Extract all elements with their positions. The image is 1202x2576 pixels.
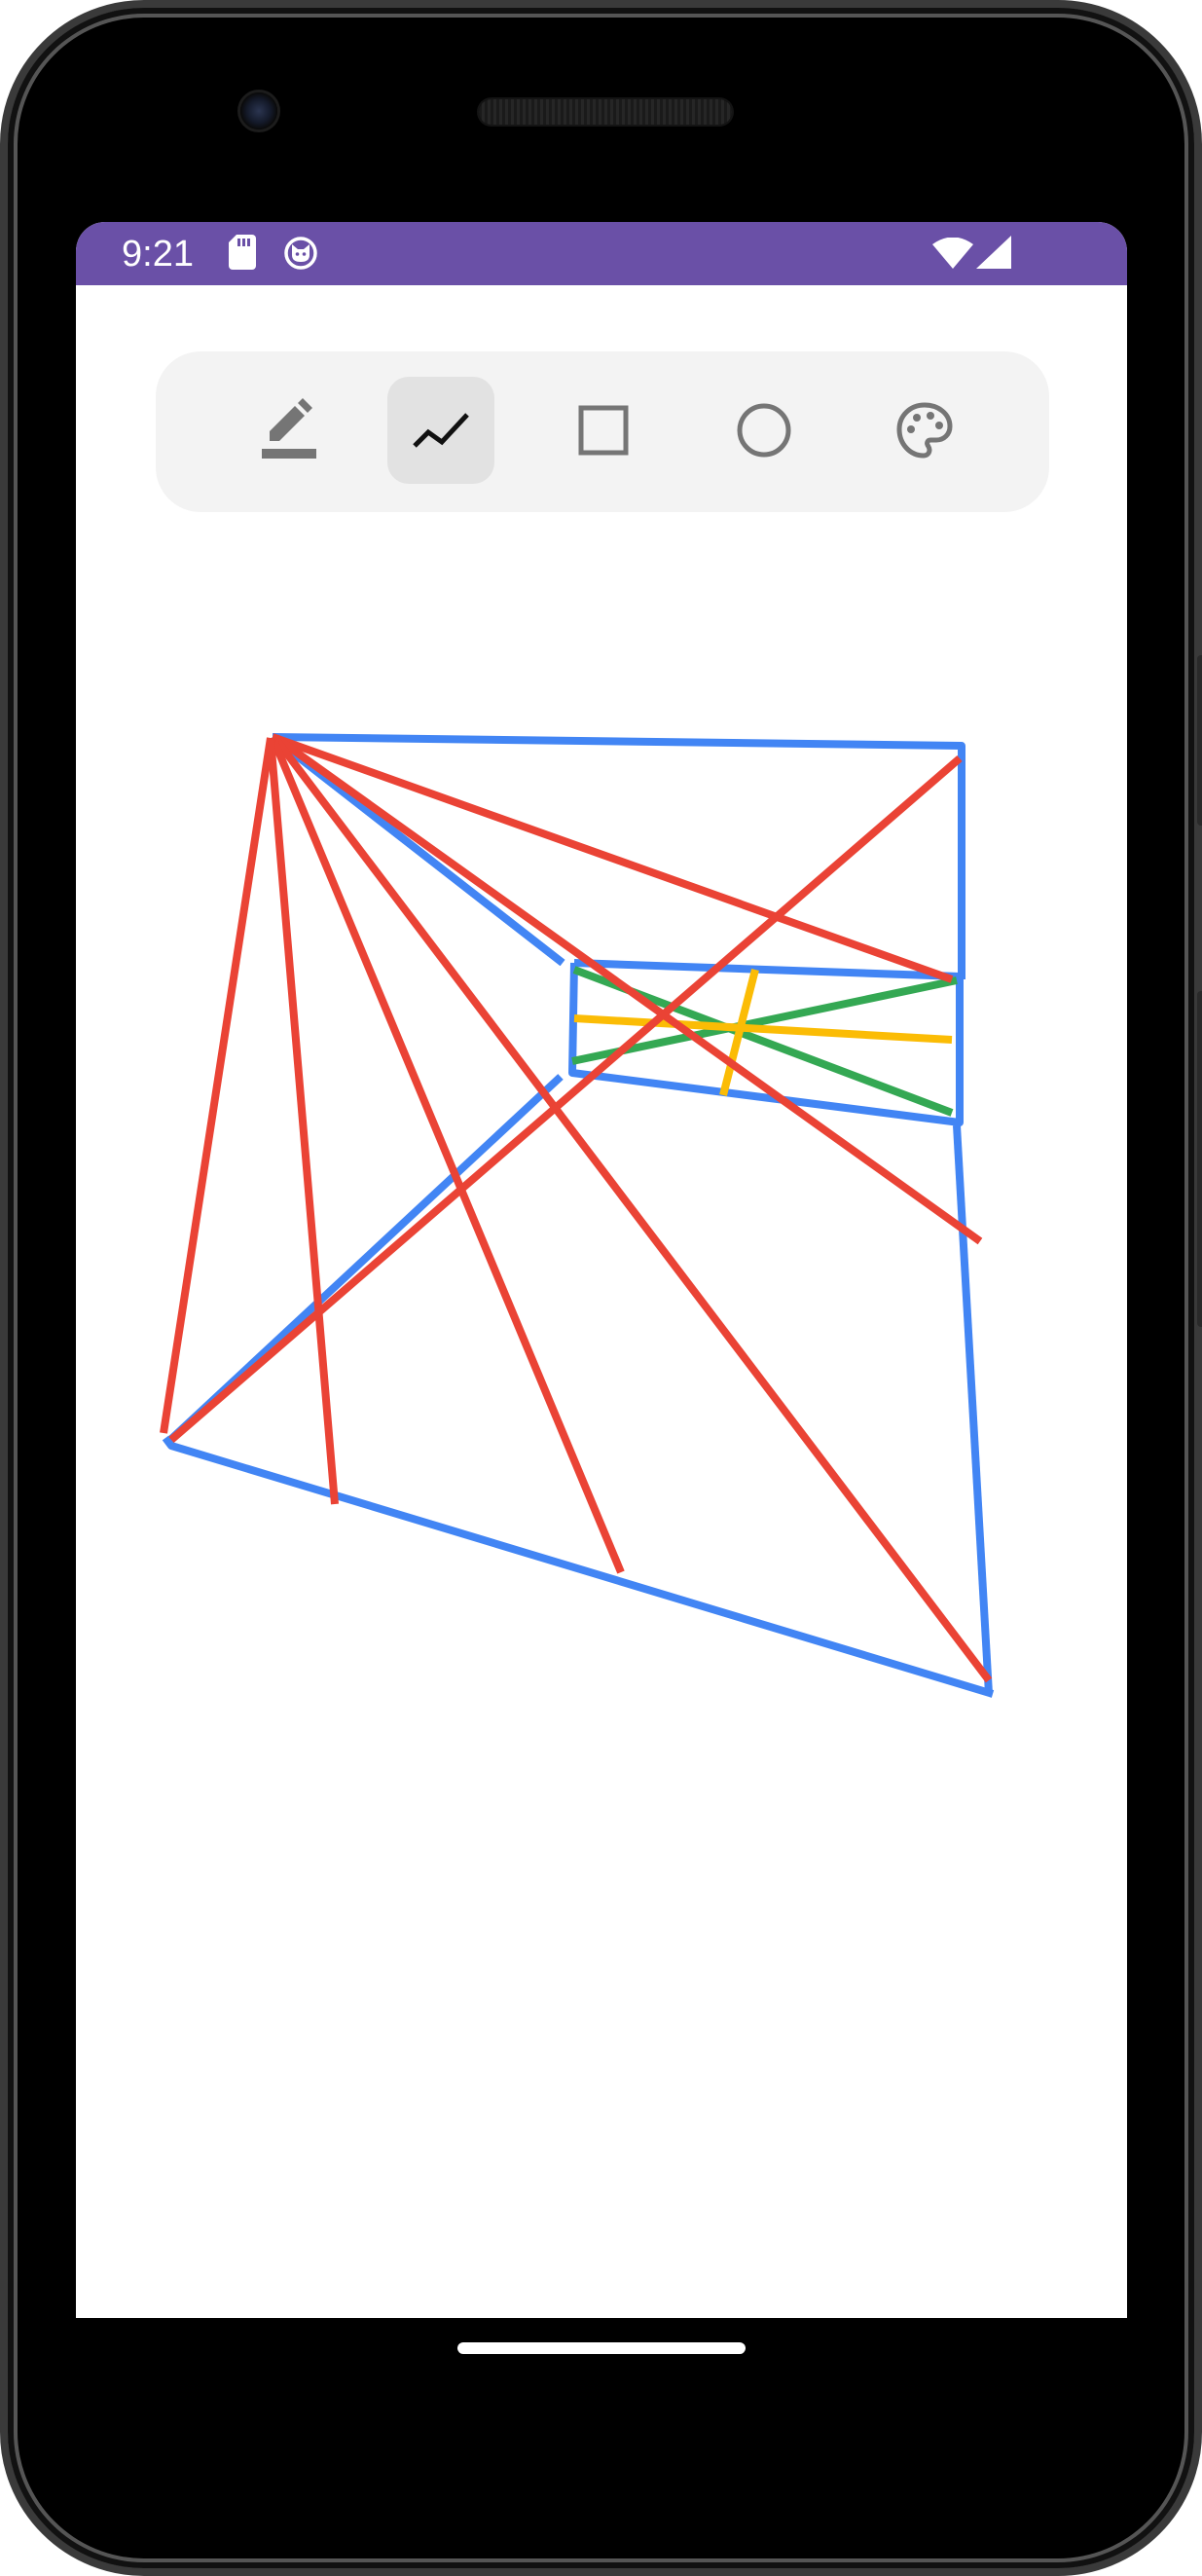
red-stroke-5 bbox=[267, 737, 339, 1505]
cell-signal-icon bbox=[976, 236, 1011, 274]
circle-tool-button[interactable] bbox=[710, 377, 818, 484]
blue-stroke-outline bbox=[272, 733, 965, 979]
square-icon bbox=[578, 405, 629, 456]
red-stroke-2 bbox=[273, 734, 983, 1245]
blue-stroke-bottom bbox=[162, 1435, 995, 1698]
yellow-stroke-2 bbox=[719, 969, 759, 1096]
earpiece-speaker bbox=[479, 99, 732, 125]
pen-tool-button[interactable] bbox=[236, 377, 343, 484]
drawing-canvas[interactable] bbox=[76, 222, 1127, 2318]
power-button bbox=[1197, 655, 1202, 826]
color-palette-tool-button[interactable] bbox=[871, 377, 978, 484]
blue-stroke-diag-down bbox=[168, 1074, 564, 1442]
red-stroke-6 bbox=[160, 737, 274, 1434]
blue-stroke-left-diagonal bbox=[270, 733, 565, 967]
red-stroke-1 bbox=[271, 733, 954, 983]
status-time: 9:21 bbox=[122, 234, 194, 275]
rectangle-tool-button[interactable] bbox=[550, 377, 657, 484]
circle-icon bbox=[737, 403, 791, 458]
green-stroke-2 bbox=[571, 976, 958, 1065]
polyline-tool-button[interactable] bbox=[387, 377, 494, 484]
volume-button bbox=[1197, 991, 1202, 1327]
pencil-icon bbox=[262, 398, 316, 459]
sd-card-icon bbox=[229, 235, 256, 275]
status-bar: 9:21 bbox=[76, 222, 1127, 285]
navigation-bar bbox=[76, 2318, 1127, 2513]
home-gesture-handle[interactable] bbox=[457, 2342, 746, 2354]
red-stroke-4 bbox=[271, 740, 625, 1574]
blue-stroke-inner-box bbox=[568, 959, 964, 1126]
front-camera bbox=[240, 92, 277, 129]
app-screen: 9:21 bbox=[76, 222, 1127, 2318]
red-stroke-7 bbox=[168, 754, 963, 1444]
wifi-icon bbox=[932, 237, 973, 274]
palette-icon bbox=[896, 402, 953, 459]
yellow-stroke-1 bbox=[573, 1014, 953, 1044]
blue-stroke-right-lower bbox=[953, 1124, 993, 1695]
polyline-icon bbox=[413, 413, 469, 448]
drawing-toolbar bbox=[156, 351, 1049, 512]
red-stroke-3 bbox=[273, 737, 993, 1683]
cat-face-icon bbox=[283, 236, 318, 276]
